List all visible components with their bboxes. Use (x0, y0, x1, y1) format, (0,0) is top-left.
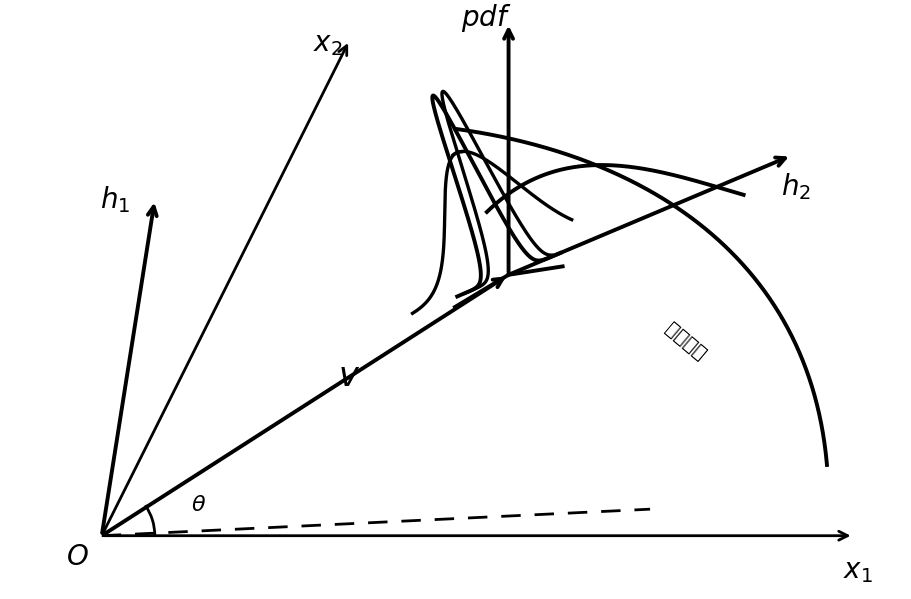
Text: $\it{h}_2$: $\it{h}_2$ (781, 171, 811, 202)
Text: $\it{O}$: $\it{O}$ (66, 544, 88, 571)
Text: $\it{v}$: $\it{v}$ (338, 360, 361, 393)
Text: $\it{h}_1$: $\it{h}_1$ (100, 184, 130, 215)
Text: $\it{x}_2$: $\it{x}_2$ (312, 31, 342, 58)
Text: 失效区域: 失效区域 (661, 319, 710, 364)
Text: $\it{\theta}$: $\it{\theta}$ (191, 494, 207, 516)
Text: $\it{pdf}$: $\it{pdf}$ (461, 2, 512, 34)
Text: $\it{x}_1$: $\it{x}_1$ (843, 558, 873, 585)
